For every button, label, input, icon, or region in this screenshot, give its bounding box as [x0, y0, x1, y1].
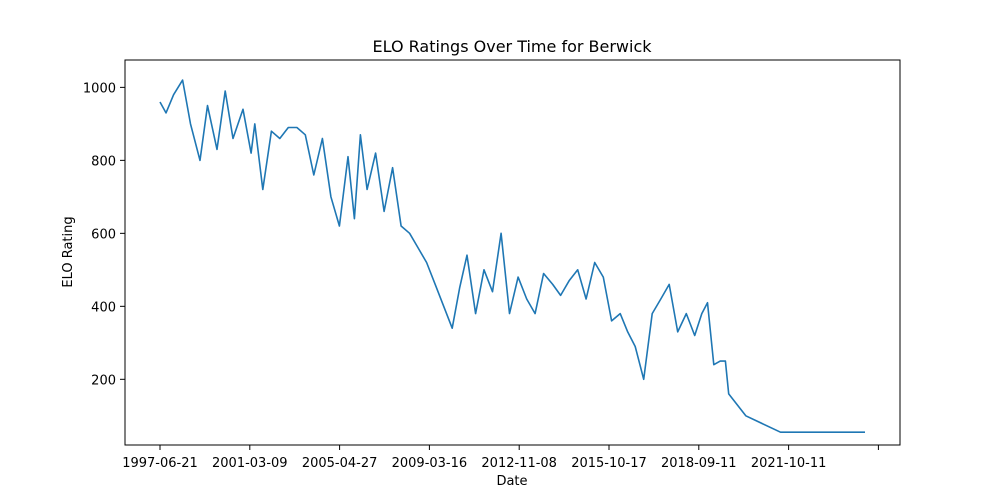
y-axis: 200 400 600 800 1000	[83, 81, 125, 388]
y-tick-label: 400	[91, 300, 116, 315]
x-tick-label: 2021-10-11	[751, 456, 827, 471]
x-tick-label: 2005-04-27	[302, 456, 378, 471]
y-tick-label: 200	[91, 373, 116, 388]
x-axis: 1997-06-21 2001-03-09 2005-04-27 2009-03-16…	[122, 445, 879, 471]
y-tick-label: 1000	[83, 81, 116, 96]
series-line-berwick	[159, 79, 865, 434]
y-axis-label: ELO Rating	[61, 216, 76, 287]
x-tick-label: 2001-03-09	[212, 456, 288, 471]
x-axis-label: Date	[496, 474, 527, 489]
series-group	[159, 79, 865, 434]
x-tick-label: 2015-10-17	[571, 456, 647, 471]
x-tick-label: 1997-06-21	[122, 456, 198, 471]
y-tick-label: 600	[91, 227, 116, 242]
x-tick-label: 2012-11-08	[481, 456, 557, 471]
chart-title: ELO Ratings Over Time for Berwick	[372, 37, 652, 56]
x-tick-label: 2018-09-11	[661, 456, 737, 471]
plot-area-frame	[124, 59, 901, 446]
x-tick-label: 2009-03-16	[392, 456, 468, 471]
y-tick-label: 800	[91, 154, 116, 169]
